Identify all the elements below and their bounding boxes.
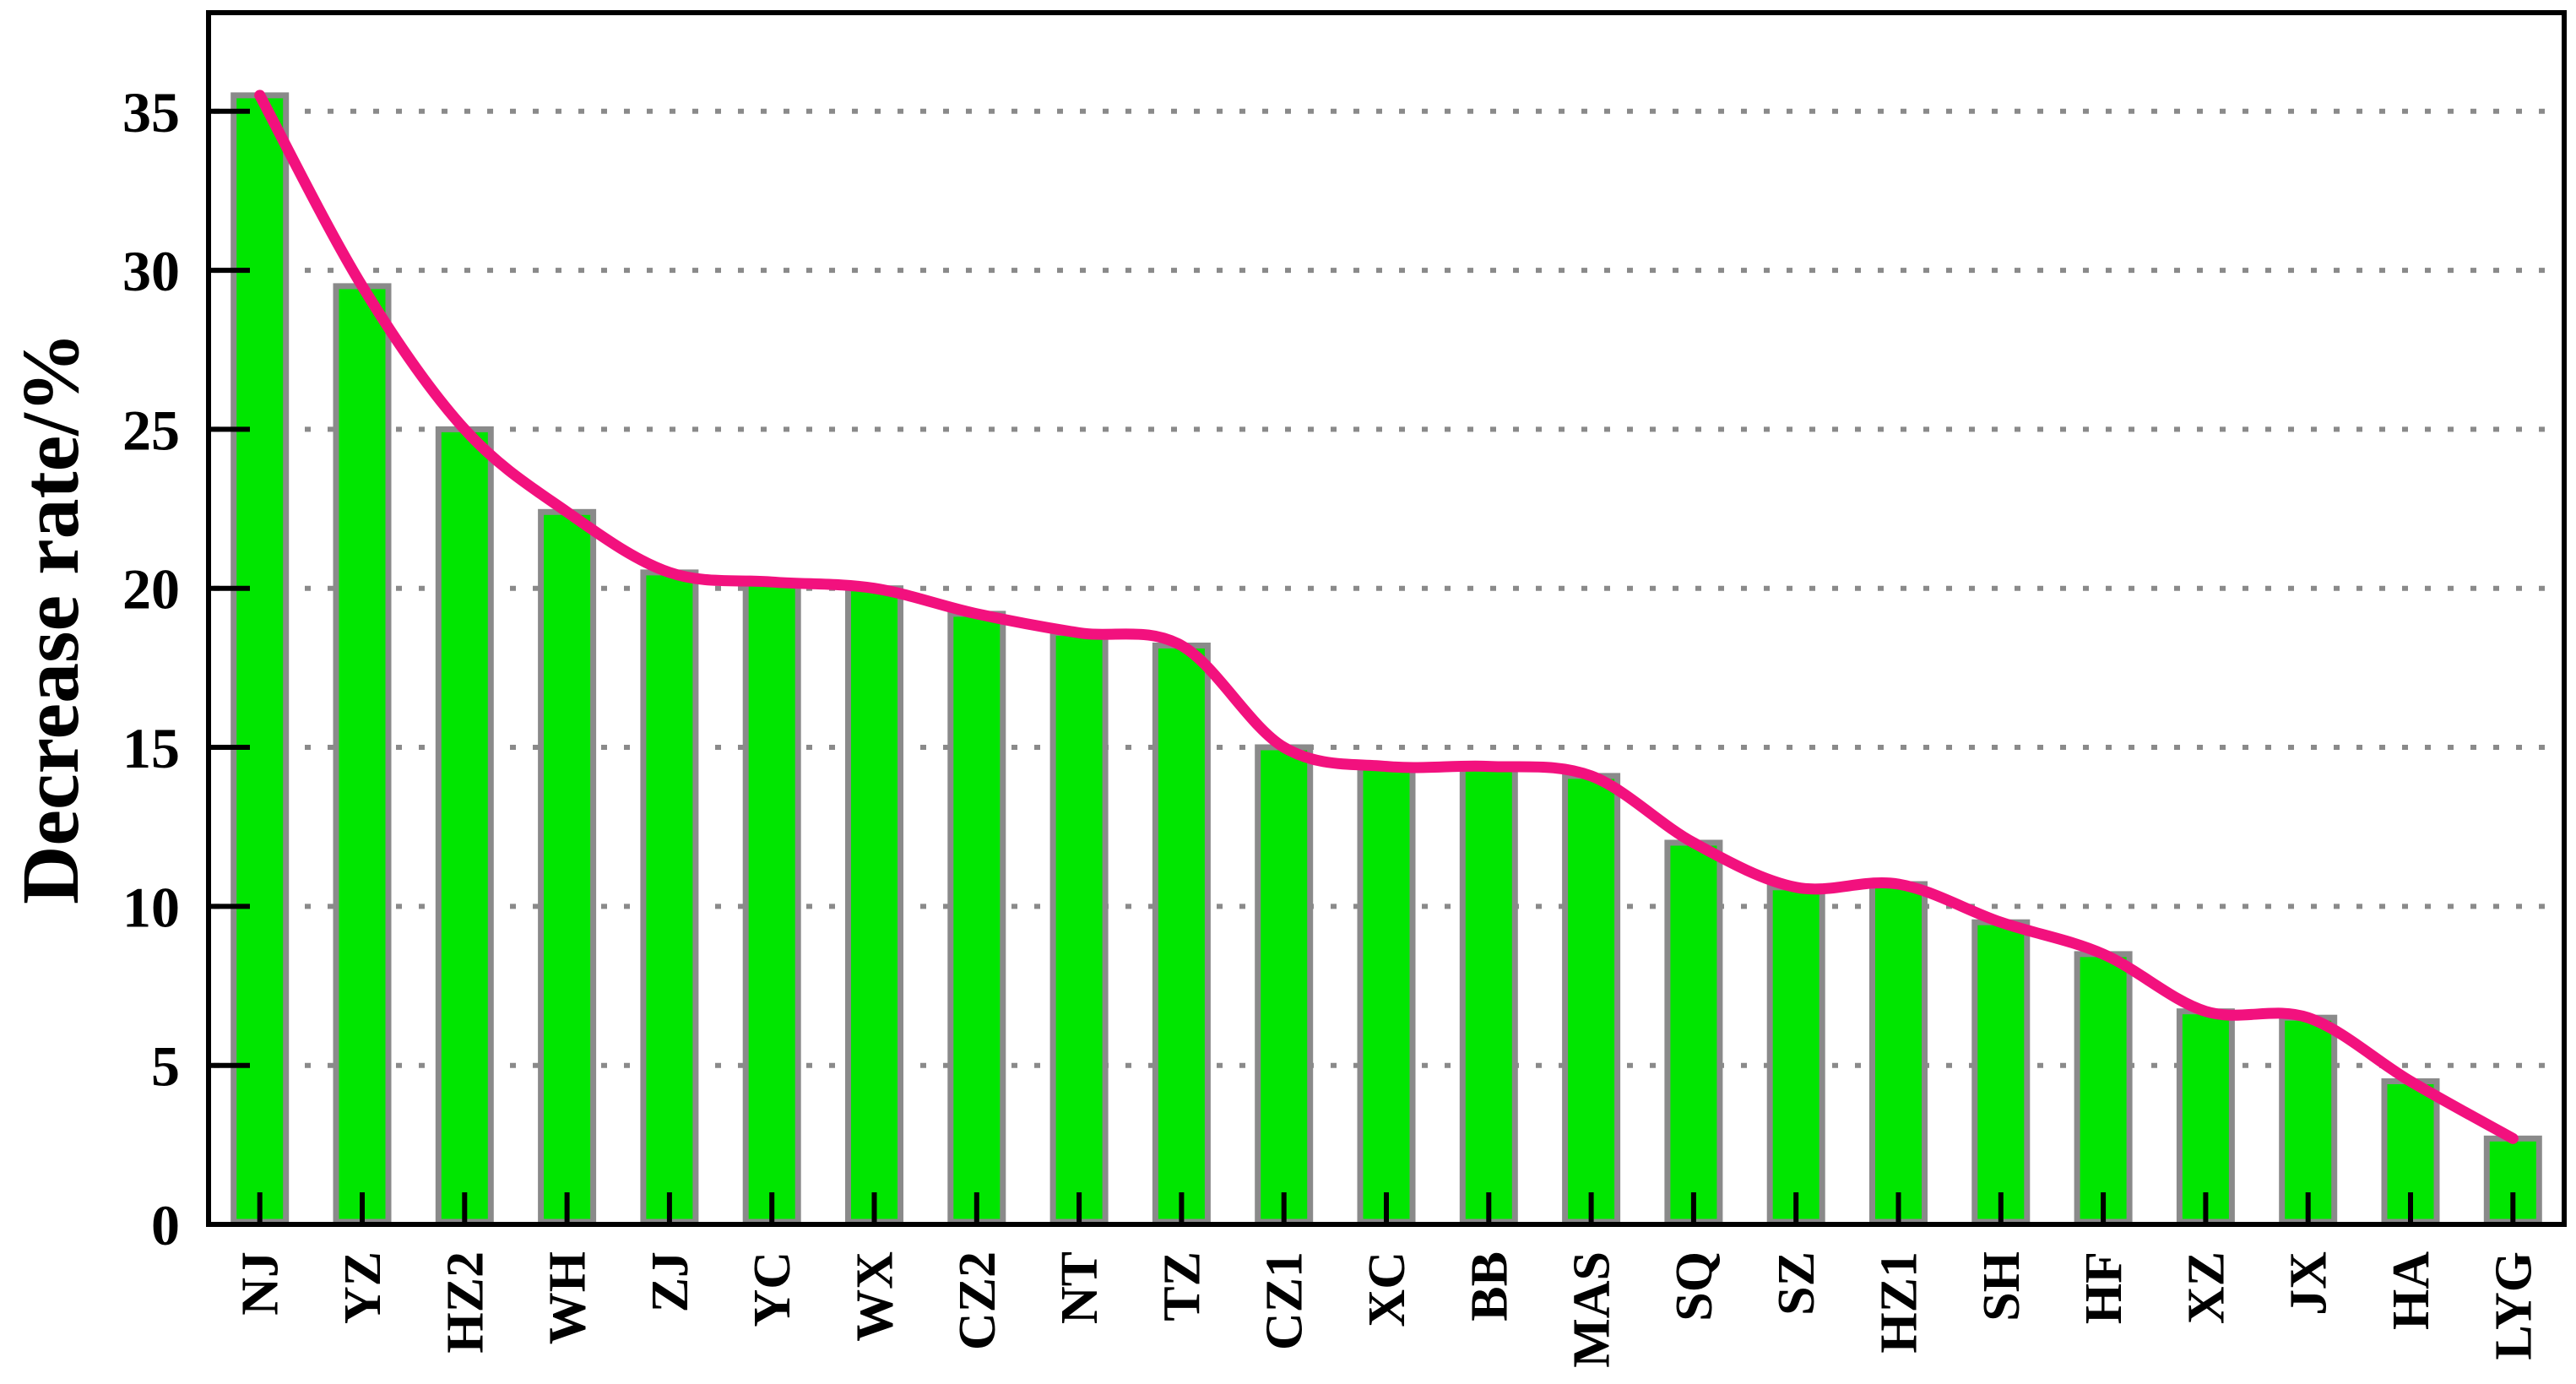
x-ticks-layer: [257, 1192, 2516, 1222]
x-label-MAS: MAS: [1564, 1251, 1621, 1368]
plot-border: [206, 10, 2567, 1227]
bar-XC: [1357, 763, 1416, 1225]
x-labels-layer: NJ YZ HZ2 WH ZJ YC WX CZ2 NT TZ CZ1 XC BB MAS SQ SZ HZ1 S…: [232, 1251, 2543, 1368]
x-label-CZ1: CZ1: [1256, 1251, 1314, 1350]
bar-NJ: [230, 92, 290, 1225]
x-label-YZ: YZ: [334, 1251, 392, 1324]
bar-BB: [1459, 763, 1518, 1225]
x-label-HZ2: HZ2: [437, 1251, 494, 1354]
y-tick-label-5: 5: [151, 1034, 180, 1099]
x-label-LYG: LYG: [2485, 1251, 2542, 1360]
x-label-HF: HF: [2075, 1251, 2133, 1324]
bar-HF: [2074, 951, 2133, 1225]
x-label-HZ1: HZ1: [1871, 1251, 1928, 1354]
bar-MAS: [1562, 773, 1621, 1225]
x-label-CZ2: CZ2: [949, 1251, 1006, 1350]
gridlines-layer: [214, 108, 2561, 1068]
trend-line-layer: [254, 90, 2519, 1144]
x-label-WX: WX: [847, 1251, 904, 1342]
x-label-ZJ: ZJ: [642, 1251, 699, 1312]
y-tick-label-30: 30: [122, 239, 180, 303]
x-label-HA: HA: [2383, 1251, 2440, 1330]
x-label-SZ: SZ: [1768, 1251, 1825, 1316]
x-label-BB: BB: [1461, 1251, 1518, 1322]
y-tick-label-0: 0: [151, 1193, 180, 1257]
y-axis-title: Decrease rate/%: [5, 332, 95, 904]
y-tick-label-35: 35: [122, 80, 180, 144]
bar-ZJ: [640, 569, 699, 1225]
bar-SZ: [1766, 884, 1825, 1225]
bar-WH: [538, 508, 597, 1225]
x-label-SQ: SQ: [1666, 1251, 1723, 1322]
bar-WX: [845, 585, 903, 1225]
y-tick-label-20: 20: [122, 557, 180, 621]
y-tick-label-15: 15: [122, 716, 180, 780]
x-label-WH: WH: [540, 1251, 597, 1344]
bar-YC: [742, 578, 801, 1225]
x-label-YC: YC: [744, 1251, 801, 1327]
y-tick-label-25: 25: [122, 398, 180, 462]
bar-SQ: [1664, 839, 1723, 1225]
x-label-NJ: NJ: [232, 1251, 290, 1316]
bar-TZ: [1152, 643, 1211, 1225]
x-label-JX: JX: [2280, 1251, 2338, 1316]
x-label-XZ: XZ: [2177, 1251, 2235, 1324]
axes-layer: 0 5 10 15 20 25 30 35: [122, 10, 2567, 1257]
trend-line: [254, 90, 2519, 1144]
x-label-XC: XC: [1359, 1251, 1416, 1327]
bar-NT: [1049, 629, 1109, 1225]
y-tick-label-10: 10: [122, 875, 180, 939]
bar-HZ2: [435, 426, 494, 1225]
bar-CZ2: [947, 611, 1006, 1225]
bar-JX: [2279, 1014, 2338, 1225]
bar-XZ: [2176, 1008, 2235, 1225]
bar-YZ: [333, 283, 392, 1225]
bar-HZ1: [1869, 881, 1928, 1225]
x-label-NT: NT: [1051, 1251, 1109, 1324]
bar-SH: [1971, 919, 2031, 1225]
bar-CZ1: [1255, 744, 1314, 1225]
x-label-SH: SH: [1973, 1251, 2031, 1322]
bars-layer: [230, 92, 2542, 1225]
x-label-TZ: TZ: [1153, 1251, 1211, 1322]
